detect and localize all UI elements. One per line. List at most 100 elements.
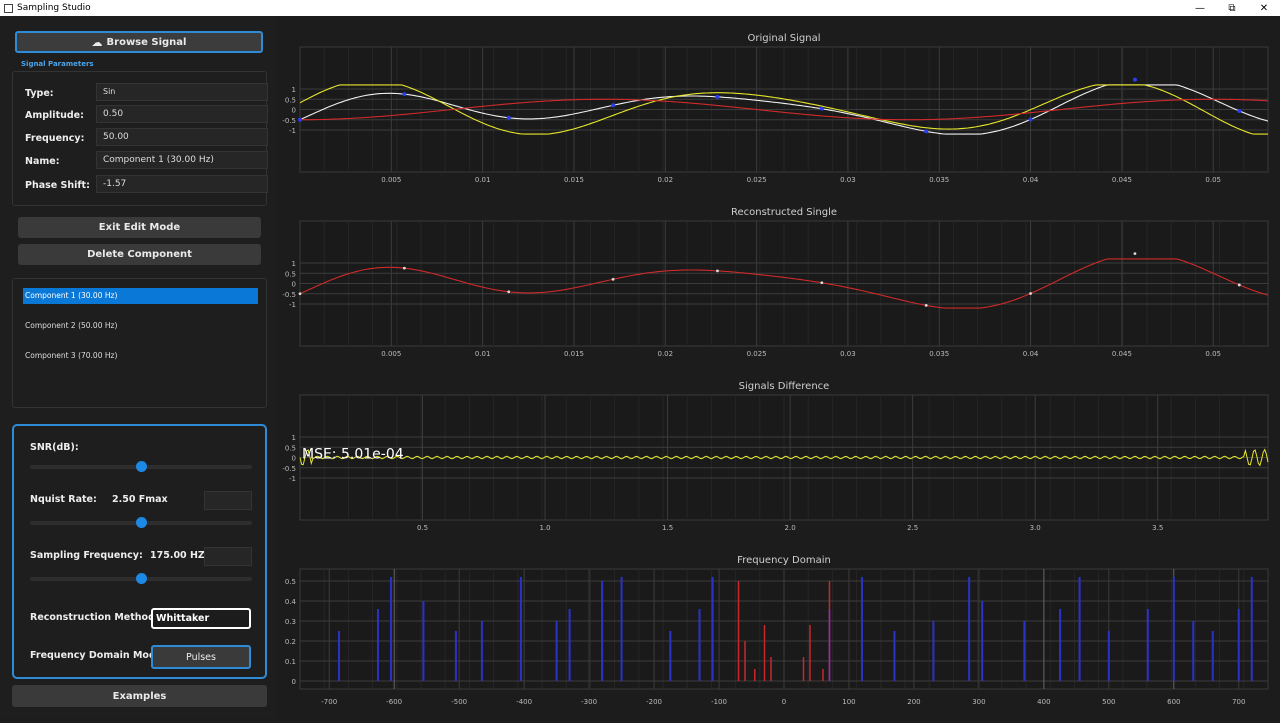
name-label: Name:	[25, 156, 60, 167]
fs-slider-thumb[interactable]	[135, 573, 147, 584]
y-tick-label: 1	[292, 434, 296, 442]
x-tick-label: -200	[646, 698, 662, 706]
reconstruction-method-label: Reconstruction Method:	[30, 612, 159, 623]
x-tick-label: 0	[782, 698, 786, 706]
sampling-frequency-label: Sampling Frequency:	[30, 550, 143, 561]
sample-point	[507, 290, 511, 294]
plots-area: Original Signal Reconstructed Single Signa…	[276, 16, 1280, 719]
y-tick-label: -0.5	[282, 465, 296, 473]
x-tick-label: 200	[907, 698, 920, 706]
x-tick-label: 0.045	[1112, 176, 1132, 184]
x-tick-label: 0.035	[929, 350, 949, 358]
x-tick-label: 0.015	[564, 176, 584, 184]
sample-point	[1133, 252, 1137, 255]
nyquist-rate-label: Nquist Rate:	[30, 494, 97, 505]
maximize-button[interactable]: ⧉	[1228, 2, 1236, 14]
y-tick-label: 0.4	[285, 598, 297, 606]
sample-point	[298, 292, 302, 296]
browse-signal-button[interactable]: ☁ Browse Signal	[15, 31, 263, 53]
y-tick-label: 0.5	[285, 444, 296, 452]
y-tick-label: -1	[289, 127, 296, 135]
y-tick-label: 0.2	[285, 638, 296, 646]
y-tick-label: 0.5	[285, 578, 296, 586]
exit-edit-mode-button[interactable]: Exit Edit Mode	[18, 217, 261, 238]
reconstruction-method-select[interactable]: Whittaker	[151, 608, 251, 629]
sample-point	[924, 303, 928, 307]
type-select[interactable]: Sin	[96, 83, 268, 101]
sample-point	[924, 129, 929, 134]
sampling-frequency-input[interactable]	[204, 547, 252, 566]
list-item[interactable]: Component 2 (50.00 Hz)	[25, 321, 118, 330]
list-item[interactable]: Component 1 (30.00 Hz)	[23, 288, 258, 304]
x-tick-label: 0.02	[657, 176, 673, 184]
x-tick-label: -600	[386, 698, 402, 706]
sampling-controls-panel: SNR(dB): Nquist Rate: 2.50 Fmax Sampling…	[12, 424, 267, 679]
sample-point	[715, 94, 720, 99]
signal-parameters-heading: Signal Parameters	[21, 60, 94, 68]
sample-point	[1237, 108, 1242, 113]
x-tick-label: 1.0	[539, 524, 550, 532]
x-tick-label: -700	[321, 698, 337, 706]
nyquist-slider-thumb[interactable]	[135, 517, 147, 528]
x-tick-label: 0.01	[475, 176, 491, 184]
frequency-label: Frequency:	[25, 133, 85, 144]
nyquist-rate-slider[interactable]	[30, 517, 252, 528]
minimize-button[interactable]: —	[1195, 2, 1205, 14]
x-tick-label: -400	[516, 698, 532, 706]
title-bar: Sampling Studio — ⧉ ✕	[0, 0, 1280, 16]
plots-canvas: Original Signal Reconstructed Single Signa…	[282, 33, 1269, 706]
signal-parameters-panel: Type: Sin Amplitude: 0.50 Frequency: 50.…	[12, 71, 268, 206]
y-tick-label: -0.5	[282, 291, 296, 299]
x-tick-label: 0.05	[1205, 350, 1221, 358]
x-tick-label: 0.045	[1112, 350, 1132, 358]
frequency-field[interactable]: 50.00	[96, 128, 268, 146]
x-tick-label: 2.0	[785, 524, 796, 532]
x-tick-label: 300	[972, 698, 985, 706]
phase-shift-label: Phase Shift:	[25, 180, 90, 191]
x-tick-label: 400	[1037, 698, 1050, 706]
cloud-upload-icon: ☁	[91, 35, 103, 49]
frequency-domain-plot-title: Frequency Domain	[737, 555, 831, 566]
sample-point	[611, 277, 615, 281]
y-tick-label: -1	[289, 475, 296, 483]
sample-point	[1029, 292, 1032, 295]
snr-slider-thumb[interactable]	[135, 461, 147, 472]
sample-point	[1132, 77, 1137, 82]
x-tick-label: 3.0	[1030, 524, 1041, 532]
y-tick-label: 0	[292, 107, 296, 115]
list-item[interactable]: Component 3 (70.00 Hz)	[25, 351, 118, 360]
component-list: Component 1 (30.00 Hz) Component 2 (50.0…	[12, 278, 267, 408]
x-tick-label: -100	[711, 698, 727, 706]
window-title: Sampling Studio	[17, 3, 91, 13]
y-tick-label: 0	[292, 281, 296, 289]
sampling-frequency-slider[interactable]	[30, 573, 252, 584]
x-tick-label: 0.04	[1023, 350, 1039, 358]
x-tick-label: 0.015	[564, 350, 584, 358]
close-button[interactable]: ✕	[1259, 2, 1269, 14]
type-label: Type:	[25, 88, 54, 99]
y-tick-label: 0	[292, 678, 296, 686]
reconstructed-signal-plot-title: Reconstructed Single	[731, 207, 837, 218]
y-tick-label: -1	[289, 301, 296, 309]
frequency-domain-mode-label: Frequency Domain Mode:	[30, 650, 166, 661]
x-tick-label: 0.5	[417, 524, 428, 532]
nyquist-rate-input[interactable]	[204, 491, 252, 510]
snr-slider[interactable]	[30, 461, 252, 472]
delete-component-button[interactable]: Delete Component	[18, 244, 261, 265]
y-tick-label: 0.5	[285, 96, 296, 104]
x-tick-label: 500	[1102, 698, 1115, 706]
sample-point	[506, 115, 511, 120]
sample-point	[402, 92, 407, 97]
component-1-line	[300, 98, 1269, 121]
x-tick-label: 100	[842, 698, 855, 706]
name-field[interactable]: Component 1 (30.00 Hz)	[96, 151, 268, 169]
amplitude-field[interactable]: 0.50	[96, 105, 268, 123]
difference-plot-title: Signals Difference	[739, 381, 830, 392]
y-tick-label: 1	[292, 86, 296, 94]
frequency-domain-mode-button[interactable]: Pulses	[151, 645, 251, 669]
phase-shift-field[interactable]: -1.57	[96, 175, 268, 193]
x-tick-label: 0.005	[381, 350, 401, 358]
examples-button[interactable]: Examples	[12, 685, 267, 707]
x-tick-label: 0.05	[1205, 176, 1221, 184]
x-tick-label: 0.02	[657, 350, 673, 358]
